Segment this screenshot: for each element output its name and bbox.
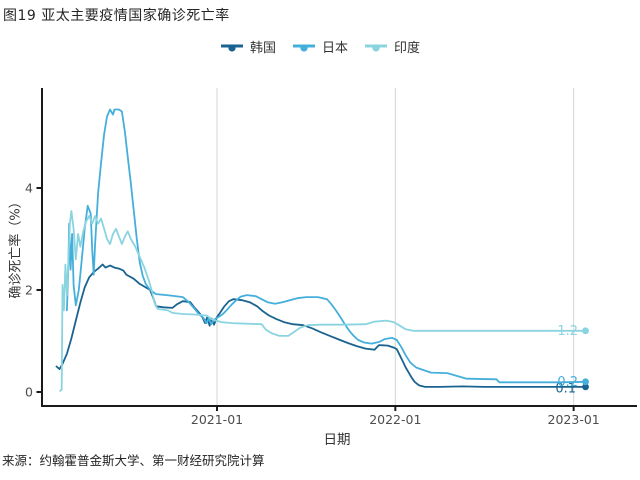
series-line-japan bbox=[66, 108, 587, 384]
series-end-label-india: 1.2 bbox=[557, 324, 578, 339]
legend-label-india: 印度 bbox=[394, 41, 421, 56]
legend-label-korea: 韩国 bbox=[249, 41, 276, 56]
x-tick-label-2023-01: 2023-01 bbox=[548, 412, 600, 427]
y-tick-label-0: 0 bbox=[25, 385, 33, 400]
series-line-korea bbox=[55, 263, 587, 388]
y-axis-title: 确诊死亡率（%） bbox=[8, 195, 24, 299]
series-end-label-korea: 0.1 bbox=[555, 381, 576, 396]
legend-item-india: 印度 bbox=[364, 37, 420, 56]
chart-legend: 韩国 日本 印度 bbox=[0, 37, 640, 56]
chart-title: 图19 亚太主要疫情国家确诊死亡率 bbox=[3, 8, 230, 24]
series-line-india bbox=[59, 210, 587, 392]
series-end-dot-india bbox=[582, 327, 589, 335]
legend-label-japan: 日本 bbox=[321, 41, 348, 56]
legend-marker-japan bbox=[292, 43, 315, 52]
series-end-dot-japan bbox=[582, 378, 589, 386]
series-end-label-japan: 0.2 bbox=[557, 375, 578, 390]
x-tick-label-2021-01: 2021-01 bbox=[191, 412, 243, 427]
y-tick-label-2: 2 bbox=[25, 283, 33, 298]
x-axis-title: 日期 bbox=[323, 432, 351, 448]
legend-item-japan: 日本 bbox=[292, 37, 348, 56]
legend-marker-korea bbox=[220, 43, 243, 52]
source-note: 来源：约翰霍普金斯大学、第一财经研究院计算 bbox=[2, 453, 265, 468]
legend-item-korea: 韩国 bbox=[220, 37, 276, 56]
x-tick-label-2022-01: 2022-01 bbox=[369, 412, 421, 427]
legend-marker-india bbox=[365, 43, 387, 52]
y-tick-label-4: 4 bbox=[25, 181, 33, 196]
series-end-dot-korea bbox=[582, 383, 589, 391]
